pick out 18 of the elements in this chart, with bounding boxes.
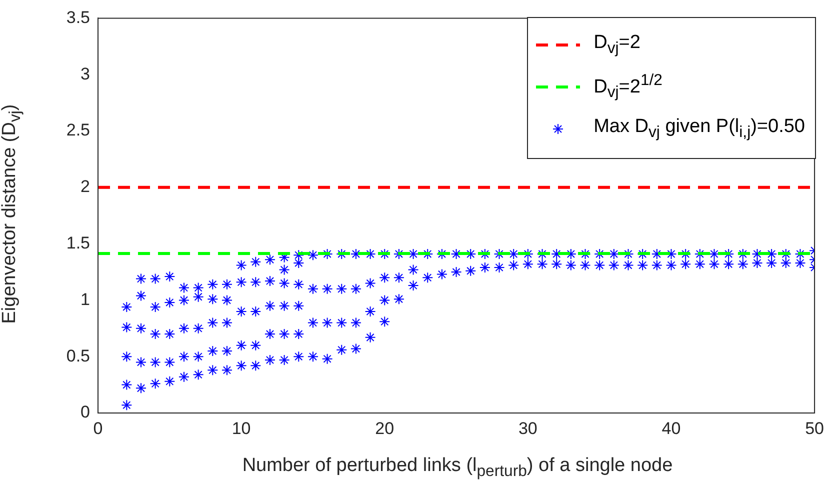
x-tick-label: 20	[375, 418, 394, 438]
x-tick-label: 0	[93, 418, 103, 438]
y-tick-label: 3	[80, 64, 90, 84]
x-tick-label: 10	[232, 418, 251, 438]
y-tick-label: 3.5	[66, 8, 90, 27]
legend-label: D$_{vj}$=2	[594, 32, 640, 58]
x-axis-title: Number of perturbed links (l$_{perturb}$) of a single node	[241, 455, 674, 481]
x-tick-label: 30	[518, 418, 538, 438]
y-tick-label: 0	[80, 402, 90, 422]
y-tick-label: 1	[80, 290, 90, 309]
y-tick-label: 1.5	[66, 233, 90, 252]
legend-label: D$_{vj}$=2$^{1/2}$	[594, 72, 662, 102]
x-tick-label: 40	[662, 418, 681, 438]
legend-label: Max D$_{vj}$ given P(l$_{i,j}$)=0.50	[594, 116, 805, 142]
y-tick-label: 2.5	[66, 120, 90, 140]
y-tick-label: 0.5	[66, 346, 90, 366]
x-tick-label: 50	[805, 418, 824, 438]
y-tick-label: 2	[80, 177, 90, 196]
